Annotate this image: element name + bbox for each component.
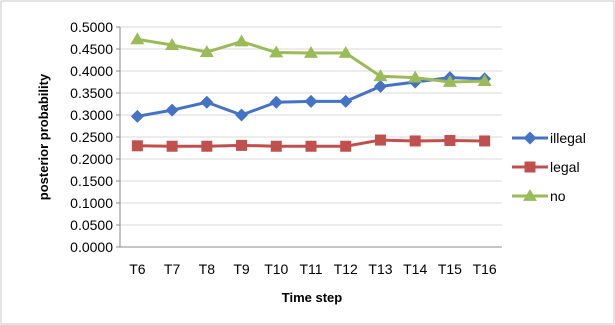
y-tick-label: 0.3500: [70, 85, 113, 101]
x-tick-label: T6: [129, 261, 146, 277]
data-point-illegal: [165, 103, 179, 117]
x-tick-label: T7: [164, 261, 181, 277]
y-tick-label: 0.3000: [70, 107, 113, 123]
legend-item-illegal: illegal: [512, 130, 586, 146]
y-tick-label: 0.5000: [70, 19, 113, 35]
data-point-legal: [131, 140, 143, 152]
data-point-legal: [166, 140, 178, 152]
data-point-legal: [201, 140, 213, 152]
data-point-no: [269, 45, 284, 58]
series-legal: [131, 134, 491, 152]
y-tick-label: 0.4000: [70, 63, 113, 79]
data-point-legal: [305, 140, 317, 152]
data-point-legal: [270, 140, 282, 152]
data-point-legal: [444, 135, 456, 147]
data-point-illegal: [304, 94, 318, 108]
series-no: [130, 32, 492, 87]
data-point-illegal: [130, 109, 144, 123]
x-axis-title: Time step: [282, 290, 343, 305]
y-axis-title: posterior probability: [36, 73, 51, 200]
data-point-no: [408, 70, 423, 83]
legend-marker: [524, 161, 536, 173]
legend-label: legal: [550, 159, 580, 175]
data-point-no: [373, 69, 388, 82]
x-tick-label: T8: [199, 261, 216, 277]
legend: illegal legal no: [512, 130, 586, 204]
data-point-illegal: [200, 95, 214, 109]
legend-item-legal: legal: [512, 159, 580, 175]
data-point-legal: [374, 134, 386, 146]
data-point-no: [338, 45, 353, 58]
y-tick-label: 0.2000: [70, 151, 113, 167]
x-tick-label: T12: [334, 261, 358, 277]
y-tick-label: 0.0000: [70, 239, 113, 255]
y-tick-label: 0.1500: [70, 173, 113, 189]
data-point-legal: [479, 135, 491, 147]
data-point-no: [165, 38, 180, 50]
y-tick-labels: 0.0000 0.0500 0.1000 0.1500 0.2000 0.2500 0.30…: [70, 19, 120, 255]
x-tick-label: T15: [438, 261, 462, 277]
data-point-no: [477, 74, 492, 87]
y-tick-label: 0.1000: [70, 195, 113, 211]
x-tick-label: T13: [368, 261, 392, 277]
legend-label: illegal: [550, 130, 586, 146]
y-tick-label: 0.2500: [70, 129, 113, 145]
x-tick-label: T11: [299, 261, 322, 277]
legend-label: no: [550, 188, 566, 204]
data-point-illegal: [235, 108, 249, 122]
series-group: [130, 32, 492, 152]
data-point-no: [442, 75, 457, 87]
data-point-no: [234, 34, 249, 47]
x-tick-labels: T6 T7 T8 T9 T10 T11 T12 T13 T14 T15 T16: [129, 261, 497, 277]
y-tick-label: 0.0500: [70, 217, 113, 233]
x-tick-label: T9: [233, 261, 250, 277]
data-point-legal: [340, 140, 352, 152]
legend-marker: [523, 131, 537, 145]
data-point-legal: [236, 139, 248, 151]
data-point-illegal: [269, 95, 283, 109]
x-tick-label: T14: [403, 261, 427, 277]
data-point-no: [199, 45, 214, 57]
legend-marker: [523, 189, 537, 201]
y-tick-label: 0.4500: [70, 41, 113, 57]
x-tick-label: T10: [264, 261, 288, 277]
data-point-no: [130, 32, 145, 45]
legend-item-no: no: [512, 188, 566, 204]
data-point-legal: [409, 135, 421, 147]
data-point-illegal: [339, 94, 353, 108]
x-tick-label: T16: [473, 261, 497, 277]
data-point-illegal: [373, 79, 387, 93]
data-point-no: [304, 45, 318, 58]
